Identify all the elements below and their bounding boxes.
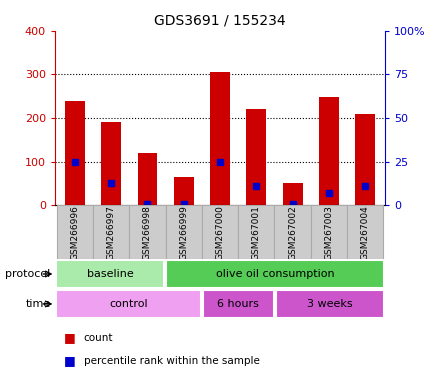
Text: GSM267002: GSM267002 [288, 205, 297, 260]
Bar [210, 72, 230, 205]
Text: percentile rank within the sample: percentile rank within the sample [84, 356, 260, 366]
Text: time: time [26, 299, 51, 309]
Text: GSM267003: GSM267003 [324, 205, 333, 260]
Text: GSM266997: GSM266997 [107, 205, 116, 260]
Bar [56, 290, 201, 318]
Bar [282, 183, 303, 205]
Text: baseline: baseline [87, 269, 133, 279]
Bar [129, 205, 165, 259]
Text: 6 hours: 6 hours [217, 299, 259, 309]
Text: GDS3691 / 155234: GDS3691 / 155234 [154, 13, 286, 27]
Bar [166, 260, 384, 288]
Bar [165, 205, 202, 259]
Bar [101, 122, 121, 205]
Text: GSM266996: GSM266996 [70, 205, 80, 260]
Text: protocol: protocol [5, 269, 51, 279]
Bar [276, 290, 384, 318]
Bar [137, 153, 158, 205]
Text: ■: ■ [64, 331, 76, 344]
Bar [311, 205, 347, 259]
Text: ■: ■ [64, 354, 76, 367]
Bar [203, 290, 274, 318]
Bar [347, 205, 383, 259]
Bar [355, 114, 375, 205]
Text: GSM267001: GSM267001 [252, 205, 261, 260]
Bar [174, 177, 194, 205]
Text: olive oil consumption: olive oil consumption [216, 269, 334, 279]
Bar [319, 97, 339, 205]
Text: GSM266998: GSM266998 [143, 205, 152, 260]
Bar [275, 205, 311, 259]
Bar [93, 205, 129, 259]
Bar [56, 260, 164, 288]
Bar [238, 205, 275, 259]
Text: GSM267000: GSM267000 [216, 205, 224, 260]
Bar [202, 205, 238, 259]
Text: 3 weeks: 3 weeks [307, 299, 353, 309]
Bar [65, 101, 85, 205]
Bar [57, 205, 93, 259]
Text: GSM267004: GSM267004 [360, 205, 370, 260]
Text: count: count [84, 333, 113, 343]
Bar [246, 109, 266, 205]
Text: GSM266999: GSM266999 [179, 205, 188, 260]
Text: control: control [109, 299, 148, 309]
